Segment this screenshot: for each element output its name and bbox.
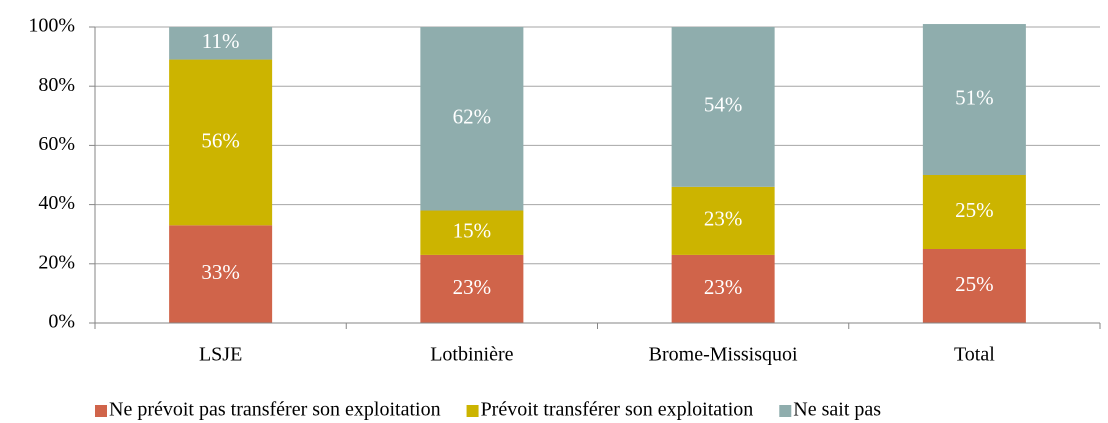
x-tick-label: Lotbinière	[430, 344, 513, 366]
legend-label: Ne sait pas	[793, 399, 881, 421]
x-tick-label: LSJE	[199, 344, 242, 366]
value-label: 62%	[453, 105, 492, 129]
bar-segment	[922, 175, 1026, 249]
bar-segment	[420, 254, 524, 323]
y-tick-label: 100%	[28, 15, 75, 37]
value-label: 23%	[453, 275, 492, 299]
bar-segment	[922, 249, 1026, 323]
bar-segment	[169, 27, 273, 60]
value-label: 33%	[201, 260, 240, 284]
value-label: 51%	[955, 85, 994, 109]
value-label: 25%	[955, 272, 994, 296]
value-label: 54%	[704, 93, 743, 117]
y-tick-label: 0%	[48, 311, 75, 333]
legend-swatch	[466, 405, 479, 417]
value-label: 25%	[955, 198, 994, 222]
y-tick-label: 60%	[38, 133, 75, 155]
legend-label: Prévoit transférer son exploitation	[481, 399, 754, 421]
value-label: 56%	[201, 128, 240, 152]
bar-segment	[671, 186, 775, 255]
value-label: 23%	[704, 207, 743, 231]
legend-swatch	[779, 405, 792, 417]
x-tick-label: Total	[954, 344, 995, 366]
bar-segment	[922, 24, 1026, 175]
bar-segment	[420, 210, 524, 255]
value-label: 11%	[202, 29, 240, 53]
bar-segment	[671, 254, 775, 323]
legend-swatch	[95, 405, 107, 417]
bar-segment	[169, 225, 273, 323]
y-tick-label: 80%	[38, 74, 75, 96]
value-label: 23%	[704, 275, 743, 299]
value-label: 15%	[453, 219, 492, 243]
y-tick-label: 40%	[38, 192, 75, 214]
x-tick-label: Brome-Missisquoi	[649, 344, 798, 366]
y-tick-label: 20%	[38, 251, 75, 273]
legend-label: Ne prévoit pas transférer son exploitati…	[109, 399, 441, 421]
bar-segment	[420, 27, 524, 211]
bar-segment	[169, 59, 273, 226]
bar-segment	[671, 27, 775, 187]
